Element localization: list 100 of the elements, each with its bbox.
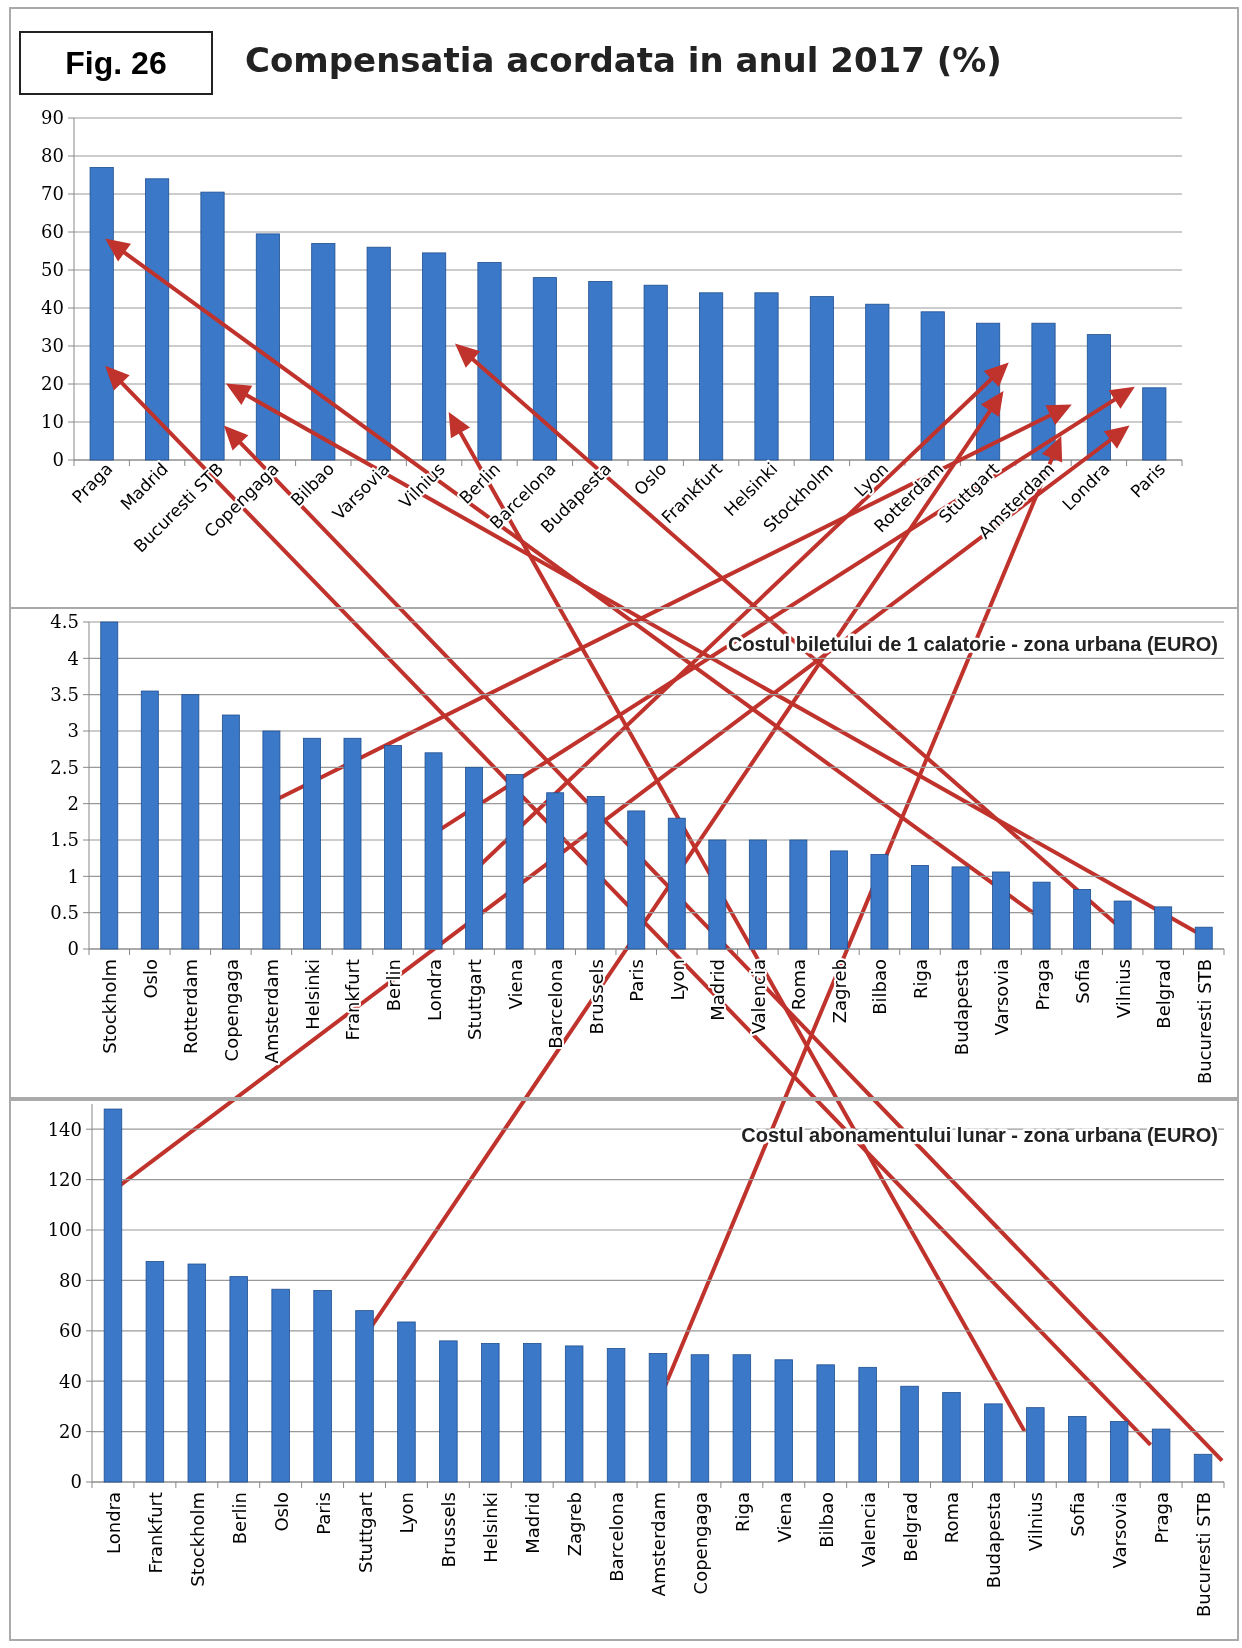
bar (1073, 889, 1092, 950)
y-tick-label: 0.5 (50, 901, 79, 923)
x-tick-label: Copengaga (689, 1492, 711, 1595)
y-tick-label: 0 (67, 938, 79, 960)
x-tick-label: Copengaga (220, 959, 242, 1062)
bar (424, 752, 443, 950)
bar (140, 690, 159, 950)
y-tick-label: 140 (47, 1118, 82, 1140)
bar (103, 1108, 123, 1483)
bar (830, 850, 848, 950)
bar (187, 1263, 207, 1483)
y-tick-label: 120 (47, 1168, 82, 1190)
bar (546, 792, 565, 950)
bar (1151, 1428, 1171, 1483)
x-tick-label: Bucuresti STB (1193, 1492, 1215, 1618)
chart-title: Compensatia acordata in anul 2017 (%) (245, 40, 1002, 80)
bar (643, 284, 668, 461)
x-tick-label: Paris (312, 1492, 334, 1535)
x-tick-label: Berlin (228, 1492, 250, 1545)
y-tick-label: 50 (41, 259, 64, 281)
x-tick-label: Viena (773, 1492, 795, 1543)
bar (942, 1392, 961, 1483)
bar (355, 1310, 374, 1483)
bar (732, 1354, 752, 1483)
y-tick-label: 4 (67, 647, 79, 669)
y-tick-label: 2 (67, 792, 79, 814)
x-tick-label: Lyon (396, 1492, 418, 1534)
bar (1194, 926, 1213, 950)
bar (255, 233, 280, 461)
y-tick-label: 100 (47, 1219, 82, 1241)
x-tick-label: Oslo (139, 959, 161, 999)
x-tick-label: Madrid (707, 959, 729, 1021)
x-tick-label: Helsinki (301, 959, 323, 1030)
y-tick-label: 20 (41, 373, 64, 395)
bar (648, 1353, 668, 1483)
bar (606, 1348, 626, 1483)
bar (748, 839, 767, 950)
x-tick-label: Brussels (585, 959, 607, 1035)
x-tick-label: Viena (504, 959, 526, 1010)
x-tick-label: Stuttgart (354, 1492, 376, 1573)
y-tick-label: 60 (41, 221, 64, 243)
x-tick-label: Paris (626, 959, 648, 1002)
x-tick-label: Zagreb (828, 959, 850, 1024)
bar (481, 1343, 500, 1483)
x-tick-label: Bilbao (815, 1492, 837, 1548)
x-tick-label: Riga (731, 1492, 753, 1532)
y-tick-label: 90 (41, 107, 64, 129)
x-tick-label: Londra (423, 959, 445, 1021)
x-tick-label: Valencia (747, 959, 769, 1035)
bar (1032, 881, 1051, 950)
x-tick-label: Berlin (383, 959, 405, 1012)
y-tick-label: 1.5 (50, 829, 79, 851)
bar (89, 167, 114, 461)
caption: Fig. 26 (65, 45, 167, 82)
x-tick-label: Rotterdam (180, 959, 202, 1054)
y-tick-label: 40 (59, 1370, 82, 1392)
x-tick-label: Vilnius (1025, 1492, 1047, 1552)
x-tick-label: Stuttgart (464, 959, 486, 1040)
bar (789, 839, 808, 950)
x-tick-label: Varsovia (991, 959, 1013, 1036)
x-tick-label: Londra (102, 1492, 124, 1554)
x-tick-label: Praga (1151, 1492, 1173, 1544)
bar (439, 1340, 458, 1483)
bar (303, 737, 321, 950)
bar (951, 866, 970, 950)
bar (271, 1288, 290, 1483)
bar (384, 745, 402, 950)
bar (1086, 334, 1111, 461)
y-tick-label: 60 (59, 1320, 82, 1342)
x-tick-label: Stockholm (186, 1492, 208, 1587)
bar (708, 839, 727, 950)
bar (870, 854, 889, 950)
x-tick-label: Amsterdam (648, 1492, 669, 1597)
bar (900, 1385, 919, 1483)
bar (1113, 900, 1132, 950)
bar (586, 796, 605, 950)
x-tick-label: Riga (909, 959, 931, 999)
bar (100, 621, 119, 950)
bar (505, 774, 524, 950)
bar (532, 277, 557, 461)
bar (200, 191, 225, 461)
bar (1109, 1421, 1129, 1483)
y-tick-label: 40 (41, 297, 64, 319)
x-tick-label: Praga (1031, 959, 1053, 1011)
bar (422, 252, 447, 461)
x-tick-label: Budapesta (983, 1492, 1005, 1589)
bar (588, 281, 613, 461)
bar (229, 1276, 248, 1483)
y-tick-label: 2.5 (50, 756, 79, 778)
bar (809, 296, 834, 461)
bar (774, 1359, 793, 1483)
x-tick-label: Zagreb (564, 1492, 586, 1557)
bar (992, 871, 1010, 950)
x-tick-label: Lyon (666, 959, 688, 1001)
bar (343, 737, 362, 950)
x-tick-label: Bucuresti STB (1193, 959, 1215, 1085)
bar (627, 810, 646, 950)
bar (1193, 1453, 1213, 1483)
x-tick-label: Frankfurt (144, 1492, 166, 1574)
x-tick-label: Oslo (270, 1492, 292, 1532)
